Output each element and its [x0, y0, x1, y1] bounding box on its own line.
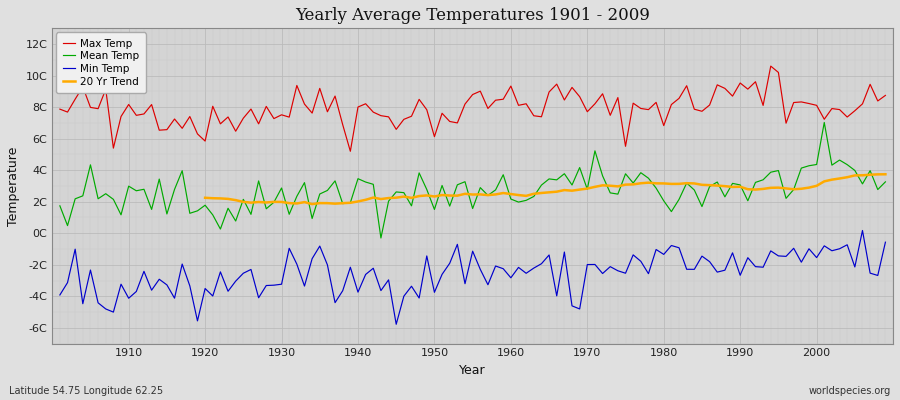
- Mean Temp: [605, 190, 616, 195]
- Max Temp: [605, 113, 616, 118]
- Mean Temp: [55, 204, 66, 208]
- Y-axis label: Temperature: Temperature: [7, 146, 20, 226]
- Max Temp: [329, 94, 340, 98]
- Max Temp: [506, 84, 517, 88]
- Max Temp: [880, 93, 891, 98]
- Line: Min Temp: Min Temp: [60, 230, 886, 324]
- Mean Temp: [506, 197, 517, 202]
- Min Temp: [329, 300, 340, 305]
- Max Temp: [55, 107, 66, 112]
- Max Temp: [765, 64, 776, 68]
- Mean Temp: [513, 200, 524, 204]
- Min Temp: [284, 246, 294, 251]
- Min Temp: [857, 228, 868, 233]
- 20 Yr Trend: [857, 173, 868, 178]
- Title: Yearly Average Temperatures 1901 - 2009: Yearly Average Temperatures 1901 - 2009: [295, 7, 650, 24]
- Line: Mean Temp: Mean Temp: [60, 122, 886, 238]
- X-axis label: Year: Year: [459, 364, 486, 377]
- Max Temp: [513, 103, 524, 108]
- Mean Temp: [329, 178, 340, 183]
- 20 Yr Trend: [292, 201, 302, 206]
- Min Temp: [391, 322, 401, 327]
- Mean Temp: [880, 180, 891, 184]
- Line: 20 Yr Trend: 20 Yr Trend: [205, 174, 886, 204]
- Min Temp: [115, 282, 126, 286]
- Mean Temp: [819, 120, 830, 125]
- Text: Latitude 54.75 Longitude 62.25: Latitude 54.75 Longitude 62.25: [9, 386, 163, 396]
- Text: worldspecies.org: worldspecies.org: [809, 386, 891, 396]
- 20 Yr Trend: [788, 187, 799, 192]
- Mean Temp: [375, 236, 386, 240]
- Min Temp: [55, 292, 66, 297]
- Mean Temp: [115, 212, 126, 217]
- Max Temp: [345, 149, 356, 154]
- Legend: Max Temp, Mean Temp, Min Temp, 20 Yr Trend: Max Temp, Mean Temp, Min Temp, 20 Yr Tre…: [57, 32, 146, 93]
- Mean Temp: [284, 212, 294, 217]
- 20 Yr Trend: [414, 194, 425, 198]
- 20 Yr Trend: [880, 172, 891, 177]
- 20 Yr Trend: [681, 181, 692, 186]
- Min Temp: [880, 240, 891, 244]
- Min Temp: [513, 265, 524, 270]
- Min Temp: [605, 264, 616, 269]
- Max Temp: [284, 115, 294, 120]
- Min Temp: [506, 275, 517, 280]
- 20 Yr Trend: [773, 185, 784, 190]
- 20 Yr Trend: [307, 202, 318, 206]
- Max Temp: [115, 114, 126, 119]
- 20 Yr Trend: [200, 195, 211, 200]
- Line: Max Temp: Max Temp: [60, 66, 886, 151]
